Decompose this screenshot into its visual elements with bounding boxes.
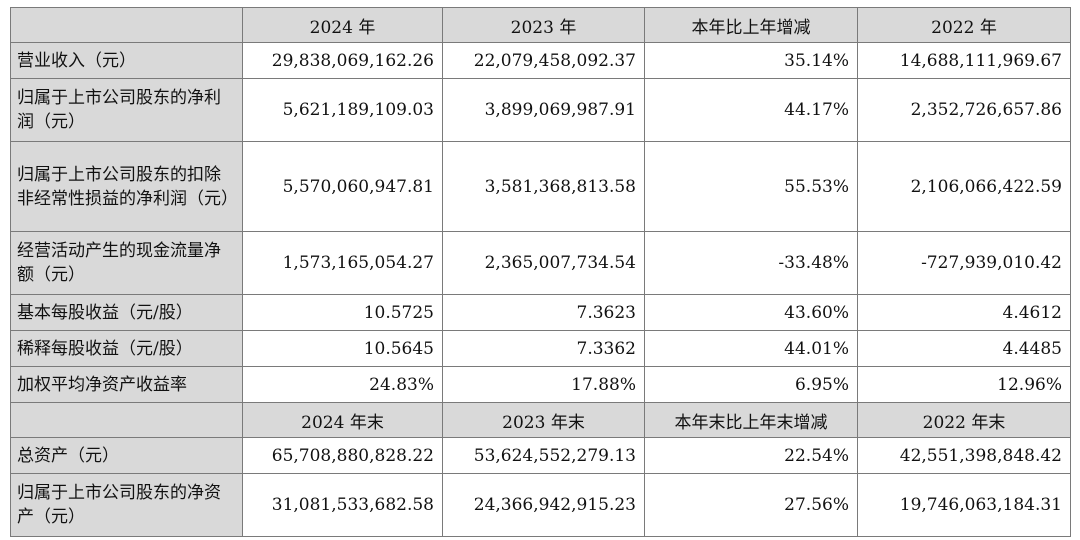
financial-summary-table: 2024 年 2023 年 本年比上年增减 2022 年 营业收入（元） 29,… xyxy=(10,7,1071,537)
cell-value: 17.88% xyxy=(442,366,645,403)
cell-value: -727,939,010.42 xyxy=(857,231,1071,295)
table-row: 经营活动产生的现金流量净额（元） 1,573,165,054.27 2,365,… xyxy=(10,231,1071,295)
row-label-operating-cash-flow: 经营活动产生的现金流量净额（元） xyxy=(10,231,243,295)
cell-value: 1,573,165,054.27 xyxy=(242,231,443,295)
cell-value: 6.95% xyxy=(644,366,858,403)
header-2024-end: 2024 年末 xyxy=(242,402,443,438)
header-row-yearend: 2024 年末 2023 年末 本年末比上年末增减 2022 年末 xyxy=(10,402,1071,438)
cell-value: -33.48% xyxy=(644,231,858,295)
cell-value: 29,838,069,162.26 xyxy=(242,42,443,79)
cell-value: 12.96% xyxy=(857,366,1071,403)
row-label-net-profit: 归属于上市公司股东的净利润（元） xyxy=(10,78,243,142)
cell-value: 27.56% xyxy=(644,473,858,537)
cell-value: 24,366,942,915.23 xyxy=(442,473,645,537)
cell-value: 35.14% xyxy=(644,42,858,79)
cell-value: 2,352,726,657.86 xyxy=(857,78,1071,142)
header-blank-cell xyxy=(10,7,243,43)
table-row: 归属于上市公司股东的净资产（元） 31,081,533,682.58 24,36… xyxy=(10,473,1071,537)
cell-value: 19,746,063,184.31 xyxy=(857,473,1071,537)
header-2023-end: 2023 年末 xyxy=(442,402,645,438)
row-label-weighted-roe: 加权平均净资产收益率 xyxy=(10,366,243,403)
cell-value: 2,365,007,734.54 xyxy=(442,231,645,295)
row-label-net-profit-deducted: 归属于上市公司股东的扣除非经常性损益的净利润（元） xyxy=(10,141,243,232)
cell-value: 10.5725 xyxy=(242,294,443,331)
table-row: 归属于上市公司股东的净利润（元） 5,621,189,109.03 3,899,… xyxy=(10,78,1071,142)
cell-value: 3,899,069,987.91 xyxy=(442,78,645,142)
header-2022: 2022 年 xyxy=(857,7,1071,43)
cell-value: 42,551,398,848.42 xyxy=(857,437,1071,474)
financial-summary-table-container: 2024 年 2023 年 本年比上年增减 2022 年 营业收入（元） 29,… xyxy=(10,7,1071,537)
cell-value: 22,079,458,092.37 xyxy=(442,42,645,79)
cell-value: 7.3623 xyxy=(442,294,645,331)
row-label-basic-eps: 基本每股收益（元/股） xyxy=(10,294,243,331)
table-row: 基本每股收益（元/股） 10.5725 7.3623 43.60% 4.4612 xyxy=(10,294,1071,331)
row-label-net-assets: 归属于上市公司股东的净资产（元） xyxy=(10,473,243,537)
row-label-revenue: 营业收入（元） xyxy=(10,42,243,79)
table-row: 归属于上市公司股东的扣除非经常性损益的净利润（元） 5,570,060,947.… xyxy=(10,141,1071,232)
table-row: 加权平均净资产收益率 24.83% 17.88% 6.95% 12.96% xyxy=(10,366,1071,403)
table-row: 稀释每股收益（元/股） 10.5645 7.3362 44.01% 4.4485 xyxy=(10,330,1071,367)
header-yoy-change-end: 本年末比上年末增减 xyxy=(644,402,858,438)
table-row: 总资产（元） 65,708,880,828.22 53,624,552,279.… xyxy=(10,437,1071,474)
cell-value: 65,708,880,828.22 xyxy=(242,437,443,474)
row-label-total-assets: 总资产（元） xyxy=(10,437,243,474)
cell-value: 55.53% xyxy=(644,141,858,232)
row-label-diluted-eps: 稀释每股收益（元/股） xyxy=(10,330,243,367)
cell-value: 53,624,552,279.13 xyxy=(442,437,645,474)
header-2024: 2024 年 xyxy=(242,7,443,43)
header-blank-cell xyxy=(10,402,243,438)
header-2022-end: 2022 年末 xyxy=(857,402,1071,438)
cell-value: 5,570,060,947.81 xyxy=(242,141,443,232)
cell-value: 44.01% xyxy=(644,330,858,367)
cell-value: 43.60% xyxy=(644,294,858,331)
cell-value: 3,581,368,813.58 xyxy=(442,141,645,232)
cell-value: 5,621,189,109.03 xyxy=(242,78,443,142)
cell-value: 14,688,111,969.67 xyxy=(857,42,1071,79)
header-row-annual: 2024 年 2023 年 本年比上年增减 2022 年 xyxy=(10,7,1071,43)
cell-value: 4.4612 xyxy=(857,294,1071,331)
cell-value: 2,106,066,422.59 xyxy=(857,141,1071,232)
cell-value: 7.3362 xyxy=(442,330,645,367)
header-yoy-change: 本年比上年增减 xyxy=(644,7,858,43)
cell-value: 44.17% xyxy=(644,78,858,142)
cell-value: 31,081,533,682.58 xyxy=(242,473,443,537)
header-2023: 2023 年 xyxy=(442,7,645,43)
cell-value: 22.54% xyxy=(644,437,858,474)
table-row: 营业收入（元） 29,838,069,162.26 22,079,458,092… xyxy=(10,42,1071,79)
cell-value: 24.83% xyxy=(242,366,443,403)
cell-value: 4.4485 xyxy=(857,330,1071,367)
cell-value: 10.5645 xyxy=(242,330,443,367)
